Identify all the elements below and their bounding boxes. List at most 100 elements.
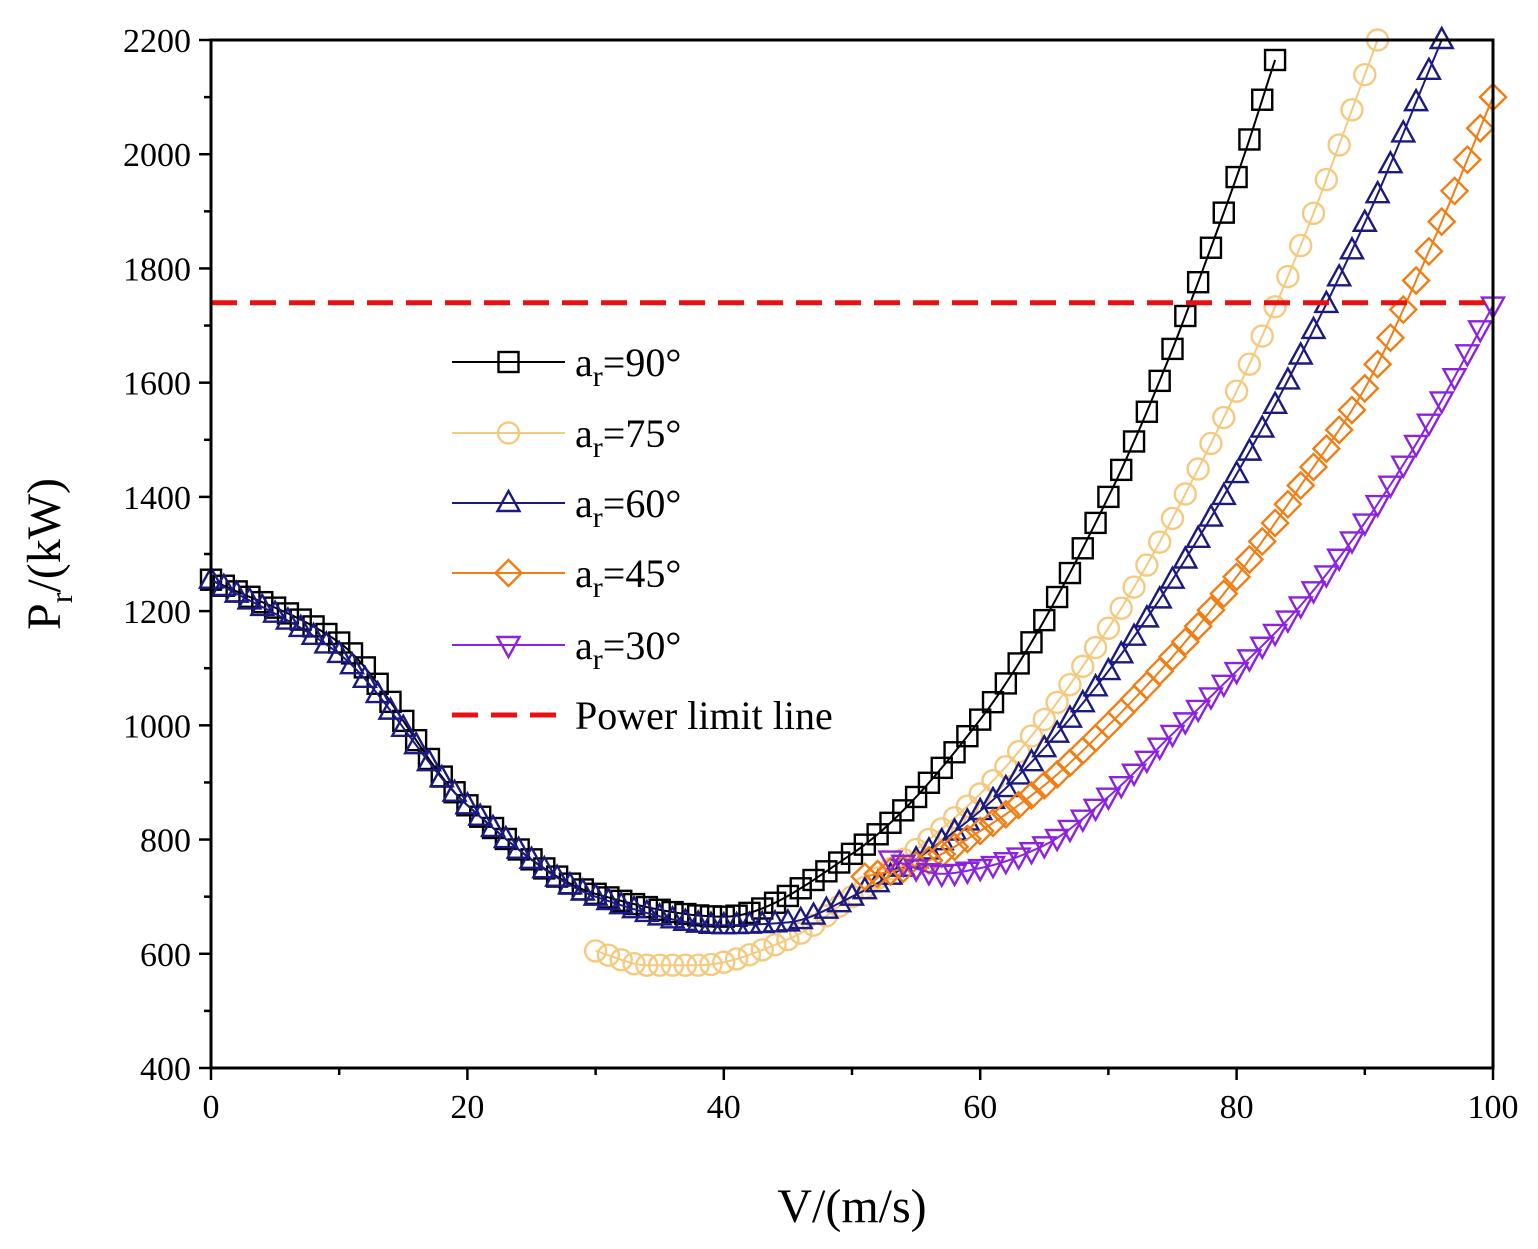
- ticks-layer: 0 20 40 60 80 100 400 600 800 1000 1200 1400 1600 180…: [123, 23, 1519, 1126]
- series-1-marker: [955, 794, 980, 818]
- series-2-marker: [454, 790, 481, 815]
- series-4-marker: [967, 858, 994, 883]
- series-3-marker: [1401, 265, 1431, 296]
- series-4-marker: [1415, 413, 1442, 438]
- series-2-marker: [1364, 179, 1391, 204]
- series-4-marker: [992, 851, 1019, 876]
- y-tick-label: 600: [140, 937, 191, 974]
- series-2-marker: [1197, 503, 1224, 527]
- series-0-marker: [969, 708, 992, 731]
- series-3-marker: [927, 839, 957, 869]
- series-1-marker: [1135, 553, 1159, 577]
- series-4-marker: [1185, 699, 1212, 724]
- series-3-marker: [1286, 470, 1316, 501]
- series-4-marker: [1326, 548, 1353, 573]
- series-2-marker: [1415, 56, 1442, 81]
- series-4-marker: [1403, 434, 1430, 459]
- series-4-marker: [1313, 565, 1340, 589]
- series-1-marker: [1212, 405, 1236, 430]
- legend-label: ar=90°: [575, 340, 681, 393]
- legend: ar=90°ar=75°ar=60°ar=45°ar=30°Power limi…: [452, 340, 833, 738]
- series-0-marker: [866, 823, 889, 846]
- series-4-marker: [1018, 842, 1045, 866]
- series-1-marker: [1109, 596, 1133, 620]
- series-4-marker: [1056, 819, 1083, 844]
- series-1-marker: [1199, 431, 1223, 456]
- series-2-marker: [749, 909, 776, 934]
- series-2-marker: [1210, 481, 1237, 506]
- legend-swatch-marker: [495, 488, 522, 513]
- legend-label: Power limit line: [575, 693, 833, 738]
- legend-label-main: a: [575, 551, 593, 596]
- series-0-marker: [1251, 88, 1274, 111]
- series-3-marker: [939, 832, 970, 862]
- series-4: [877, 296, 1507, 889]
- series-3-marker: [1260, 508, 1290, 538]
- series-3-marker: [1465, 113, 1495, 143]
- series-3-marker: [1350, 373, 1380, 404]
- series-4-marker: [1377, 475, 1404, 500]
- series-0-marker: [930, 756, 953, 780]
- series-3-marker: [1183, 611, 1213, 641]
- series-2-marker: [1390, 118, 1417, 143]
- series-4-marker: [1210, 674, 1237, 699]
- series-4-marker: [1069, 809, 1096, 834]
- legend-label-sub: r: [593, 431, 603, 464]
- series-2-marker: [851, 875, 878, 900]
- series-4-marker: [1351, 513, 1378, 538]
- x-axis-title: V/(m/s): [777, 1180, 926, 1233]
- series-2-marker: [1428, 25, 1455, 50]
- series-2-marker: [1338, 235, 1366, 260]
- series-2-marker: [377, 696, 404, 720]
- series-4-marker: [1441, 367, 1468, 392]
- series-2-marker: [813, 895, 840, 919]
- series-2-marker: [1287, 341, 1314, 365]
- series-3-marker: [1221, 562, 1252, 592]
- series-2-marker: [1249, 414, 1276, 438]
- series-4-marker: [941, 863, 968, 888]
- series-2-marker: [1133, 603, 1160, 628]
- series-4-marker: [1172, 712, 1199, 736]
- series-1-marker: [660, 953, 685, 977]
- series-0-marker: [751, 897, 774, 920]
- series-3-marker: [1234, 544, 1265, 575]
- series-4-marker: [1095, 787, 1122, 812]
- y-axis-title-unit: /(kW): [18, 478, 71, 593]
- series-2-marker: [1159, 565, 1186, 589]
- series-0-marker: [904, 785, 928, 809]
- series-2-marker: [569, 877, 596, 901]
- series-1-marker: [596, 943, 621, 967]
- series-2-marker: [1069, 688, 1096, 713]
- legend-label-rest: =60°: [603, 481, 682, 526]
- series-1-marker: [1301, 201, 1326, 226]
- series-3-marker: [952, 824, 983, 854]
- series-4-marker: [1108, 775, 1135, 800]
- series-0-marker: [340, 642, 364, 665]
- legend-label: ar=45°: [575, 551, 681, 604]
- series-4-marker: [1262, 623, 1289, 648]
- series-1-marker: [712, 950, 736, 974]
- series-1-marker: [737, 943, 762, 967]
- series-3-marker: [1196, 595, 1226, 625]
- legend-label-rest: =90°: [603, 340, 682, 385]
- legend-item-3: ar=45°: [452, 551, 681, 604]
- series-1-marker: [1186, 457, 1210, 481]
- series-1-marker: [763, 933, 787, 957]
- series-3-marker: [1003, 790, 1034, 820]
- series-1-marker: [1160, 506, 1185, 531]
- series-0-marker: [1161, 337, 1184, 361]
- series-2-marker: [274, 606, 301, 630]
- series-0-marker: [1045, 585, 1069, 609]
- series-1-marker: [1288, 233, 1313, 258]
- series-0-marker: [827, 851, 851, 874]
- series-2-marker: [672, 907, 699, 931]
- x-tick-label: 100: [1468, 1089, 1519, 1126]
- series-3-marker: [1016, 780, 1047, 811]
- series-0-marker: [943, 741, 966, 764]
- legend-label-rest: =30°: [603, 623, 682, 668]
- series-0-marker: [738, 901, 761, 925]
- series-4-line: [890, 305, 1494, 875]
- series-4-marker: [1467, 320, 1494, 344]
- legend-label-sub: r: [593, 360, 603, 393]
- series-2-marker: [838, 882, 866, 906]
